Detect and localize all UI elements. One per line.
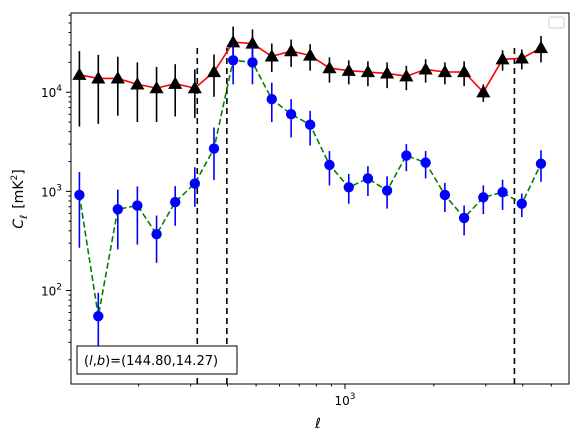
- data-point: [285, 109, 297, 120]
- data-point: [439, 189, 451, 201]
- data-point: [168, 76, 183, 89]
- y-axis-label: Cℓ[mK2]: [10, 169, 30, 228]
- data-point: [247, 57, 258, 68]
- reference-lines: [196, 48, 516, 384]
- data-point: [324, 159, 335, 171]
- data-point: [401, 150, 412, 161]
- data-point: [149, 80, 164, 94]
- data-point: [227, 55, 239, 66]
- data-point: [72, 67, 87, 80]
- series-2: [74, 44, 547, 360]
- data-point: [418, 62, 433, 75]
- series-layer: [72, 26, 549, 360]
- svg-text:(l,b)=(144.80,14.27): (l,b)=(144.80,14.27): [84, 354, 218, 369]
- data-point: [437, 64, 452, 78]
- data-point: [304, 119, 316, 130]
- data-point: [151, 228, 162, 240]
- data-point: [476, 85, 491, 98]
- data-point: [91, 71, 106, 84]
- data-point: [343, 182, 354, 193]
- data-point: [497, 187, 508, 198]
- y-tick-label: 104: [41, 84, 62, 100]
- data-point: [208, 143, 220, 154]
- data-point: [187, 80, 202, 94]
- data-point: [458, 212, 470, 224]
- series-line: [78, 59, 542, 317]
- legend-box: [548, 16, 565, 29]
- data-point: [362, 173, 374, 184]
- data-point: [533, 40, 549, 54]
- data-point: [110, 71, 125, 84]
- plot-frame: [70, 12, 570, 385]
- data-point: [112, 204, 124, 215]
- data-point: [264, 49, 279, 62]
- data-point: [381, 185, 393, 196]
- data-point: [132, 200, 143, 211]
- data-point: [130, 77, 145, 90]
- data-point: [420, 157, 431, 168]
- y-tick-label: 102: [41, 283, 62, 299]
- data-point: [457, 64, 472, 78]
- data-point: [189, 178, 201, 189]
- data-point: [535, 158, 547, 169]
- data-point: [495, 52, 510, 65]
- data-point: [74, 189, 85, 201]
- x-tick-label: 103: [334, 392, 355, 408]
- data-point: [303, 48, 318, 61]
- data-point: [284, 43, 299, 57]
- data-point: [399, 69, 414, 82]
- data-point: [266, 94, 277, 105]
- data-point: [514, 51, 529, 64]
- data-point: [170, 196, 181, 208]
- data-point: [93, 311, 104, 322]
- annotation-box: (l,b)=(144.80,14.27): [76, 345, 238, 375]
- data-point: [341, 63, 356, 76]
- data-point: [380, 66, 395, 79]
- data-point: [322, 60, 337, 74]
- x-axis-label: ℓ: [314, 416, 321, 432]
- data-point: [478, 192, 489, 203]
- data-point: [206, 64, 222, 78]
- data-point: [360, 64, 375, 78]
- data-point: [516, 198, 527, 209]
- y-tick-label: 103: [41, 183, 62, 199]
